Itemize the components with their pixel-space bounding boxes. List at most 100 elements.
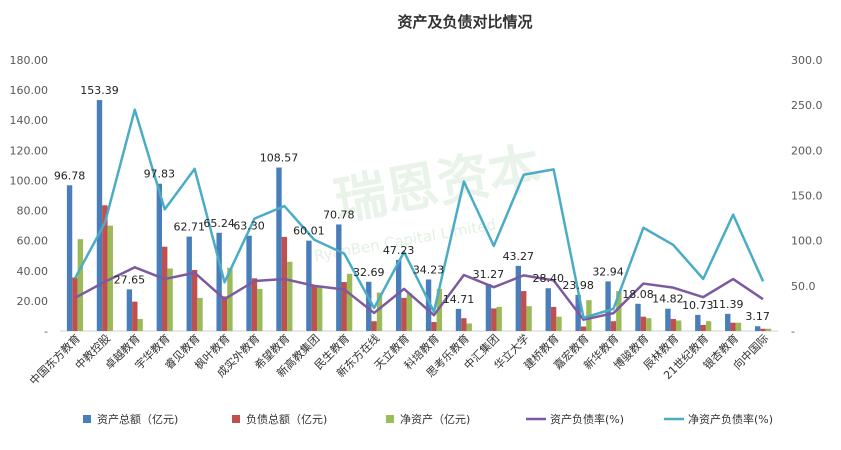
data-label-assets: 34.23 [413, 263, 445, 276]
bar-net-assets [675, 320, 682, 331]
bar-assets [276, 167, 282, 331]
y-right-tick-label: 100.0 [791, 235, 823, 248]
chart-title: 资产及负债对比情况 [397, 13, 532, 31]
bar-net-assets [287, 261, 293, 331]
y-left-tick-label: - [44, 325, 48, 338]
bar-liabilities [640, 316, 647, 331]
y-left-tick-label: 20.00 [17, 295, 49, 308]
bar-liabilities [311, 285, 317, 331]
bar-liabilities [72, 277, 78, 331]
data-label-assets: 47.23 [383, 244, 415, 257]
bar-net-assets [197, 297, 203, 331]
bar-liabilities [700, 324, 706, 331]
bar-net-assets [406, 293, 413, 331]
bar-assets [515, 265, 522, 331]
data-label-assets: 3.17 [745, 310, 770, 323]
line-series-group [73, 108, 765, 321]
legend-label: 负债总额（亿元) [246, 412, 327, 426]
y-left-tick-label: 160.00 [10, 84, 49, 97]
bar-assets [126, 289, 133, 331]
legend-swatch [386, 415, 394, 423]
y-left-tick-label: 80.00 [17, 205, 49, 218]
bar-series-group [66, 100, 772, 331]
bar-net-assets [496, 306, 502, 331]
bar-assets [695, 314, 701, 331]
bar-assets [605, 281, 611, 331]
bar-liabilities [221, 296, 228, 331]
bar-net-assets [526, 306, 532, 331]
data-label-assets: 14.82 [652, 293, 684, 306]
bar-liabilities [580, 326, 587, 331]
bar-net-assets [616, 291, 622, 331]
line-debt-ratio [74, 266, 764, 321]
bar-net-assets [167, 268, 173, 331]
bar-net-assets [227, 267, 233, 331]
y-left-tick-label: 180.00 [10, 54, 49, 67]
data-label-assets: 153.39 [80, 84, 119, 97]
bar-assets [66, 185, 73, 331]
legend-label: 净资产负债率(%) [688, 412, 773, 426]
data-label-assets: 31.27 [473, 268, 505, 281]
bar-liabilities [102, 205, 108, 331]
bar-net-assets [257, 288, 263, 331]
legend-label: 资产负债率(%) [550, 412, 624, 426]
bar-assets [754, 326, 761, 331]
data-label-assets: 32.69 [353, 266, 385, 279]
y-left-tick-label: 100.00 [10, 174, 49, 187]
bar-liabilities [610, 321, 617, 331]
bar-liabilities [132, 301, 138, 331]
y-right-tick-label: 50.0 [791, 280, 816, 293]
bar-liabilities [341, 282, 347, 331]
y-right-tick-label: 300.0 [791, 54, 823, 67]
bar-liabilities [670, 318, 676, 331]
y-right-tick-label: - [791, 325, 795, 338]
y-axis-left: - 20.00 40.00 60.00 80.00 100.00 120.00 140.00 1… [10, 54, 49, 338]
bar-net-assets [346, 273, 353, 331]
legend-swatch [83, 415, 91, 423]
y-right-tick-label: 250.0 [791, 99, 823, 112]
bar-net-assets [556, 316, 562, 331]
data-label-assets: 23.98 [562, 279, 594, 292]
data-label-assets: 28.40 [532, 272, 564, 285]
bar-liabilities [191, 270, 198, 331]
bar-assets [216, 232, 222, 331]
data-label-assets: 43.27 [503, 250, 535, 263]
legend-swatch [232, 415, 240, 423]
bar-liabilities [521, 291, 527, 331]
watermark-main: 瑞恩资本 [330, 137, 545, 232]
bar-net-assets [765, 328, 772, 331]
y-left-tick-label: 120.00 [10, 144, 49, 157]
bar-liabilities [760, 328, 766, 331]
y-right-tick-label: 200.0 [791, 144, 823, 157]
legend: 资产总额（亿元) 负债总额（亿元) 净资产（亿元) 资产负债率(%) 净资产负债率(%) [83, 412, 773, 426]
data-label-assets: 11.39 [712, 298, 744, 311]
bar-net-assets [316, 285, 323, 331]
legend-label: 资产总额（亿元) [97, 412, 178, 426]
bar-assets [665, 308, 671, 331]
data-label-assets: 70.78 [323, 208, 355, 221]
bar-net-assets [77, 239, 84, 331]
bar-liabilities [251, 278, 258, 331]
data-label-assets: 65.24 [203, 217, 235, 230]
bar-liabilities [281, 236, 288, 331]
bar-liabilities [371, 321, 377, 331]
y-right-tick-label: 150.0 [791, 190, 823, 203]
data-label-assets: 60.01 [293, 225, 325, 238]
y-left-tick-label: 140.00 [10, 114, 49, 127]
data-label-assets: 96.78 [54, 169, 86, 182]
bar-net-assets [376, 292, 383, 331]
data-label-assets: 62.71 [173, 221, 205, 234]
bar-liabilities [491, 308, 497, 331]
legend-label: 净资产（亿元) [400, 412, 470, 426]
bar-liabilities [461, 318, 467, 331]
bar-assets [545, 288, 551, 331]
bar-assets [156, 183, 163, 331]
bar-assets [485, 283, 492, 331]
bar-assets [635, 303, 641, 331]
bar-liabilities [162, 246, 168, 331]
watermark: 瑞恩资本 RyanBen Capital Limited [313, 137, 546, 265]
data-label-assets: 97.83 [144, 168, 176, 181]
